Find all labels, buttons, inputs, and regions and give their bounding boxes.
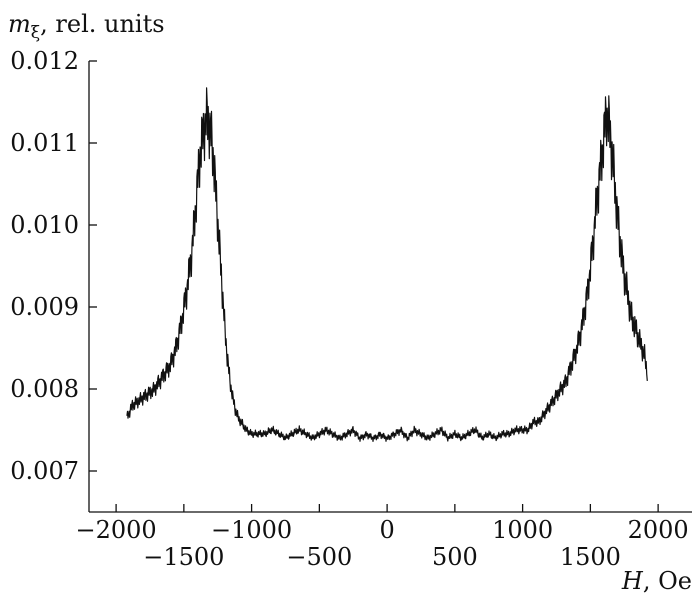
y-tick-label: 0.007 — [10, 457, 79, 485]
x-axis-symbol: H — [621, 567, 644, 595]
x-tick-label: 1500 — [560, 543, 621, 571]
x-axis-title: H, Oe — [621, 567, 692, 595]
y-axis-subscript: ξ — [31, 23, 40, 43]
y-tick-label: 0.012 — [10, 47, 79, 75]
x-tick-label: 0 — [379, 516, 394, 544]
x-tick-label: 500 — [432, 543, 478, 571]
x-tick-label: 1000 — [492, 516, 553, 544]
tick-labels: 0.007 0.008 0.009 0.010 0.011 0.012 −2000 −1000… — [10, 47, 688, 571]
y-axis-title-rest: , rel. units — [40, 10, 164, 38]
y-tick-label: 0.008 — [10, 375, 79, 403]
y-axis-symbol: m — [8, 10, 31, 38]
x-tick-label: −1000 — [211, 516, 292, 544]
ticks — [89, 60, 659, 512]
y-tick-label: 0.011 — [10, 129, 79, 157]
y-axis-title: mξ, rel. units — [8, 10, 165, 43]
x-tick-label: −1500 — [143, 543, 224, 571]
y-tick-label: 0.010 — [10, 211, 79, 239]
x-tick-label: −500 — [286, 543, 352, 571]
x-axis-title-rest: , Oe — [643, 567, 692, 595]
y-tick-label: 0.009 — [10, 293, 79, 321]
x-tick-label: 2000 — [628, 516, 689, 544]
axes — [88, 61, 692, 513]
series-line — [126, 87, 648, 442]
x-tick-label: −2000 — [76, 516, 157, 544]
